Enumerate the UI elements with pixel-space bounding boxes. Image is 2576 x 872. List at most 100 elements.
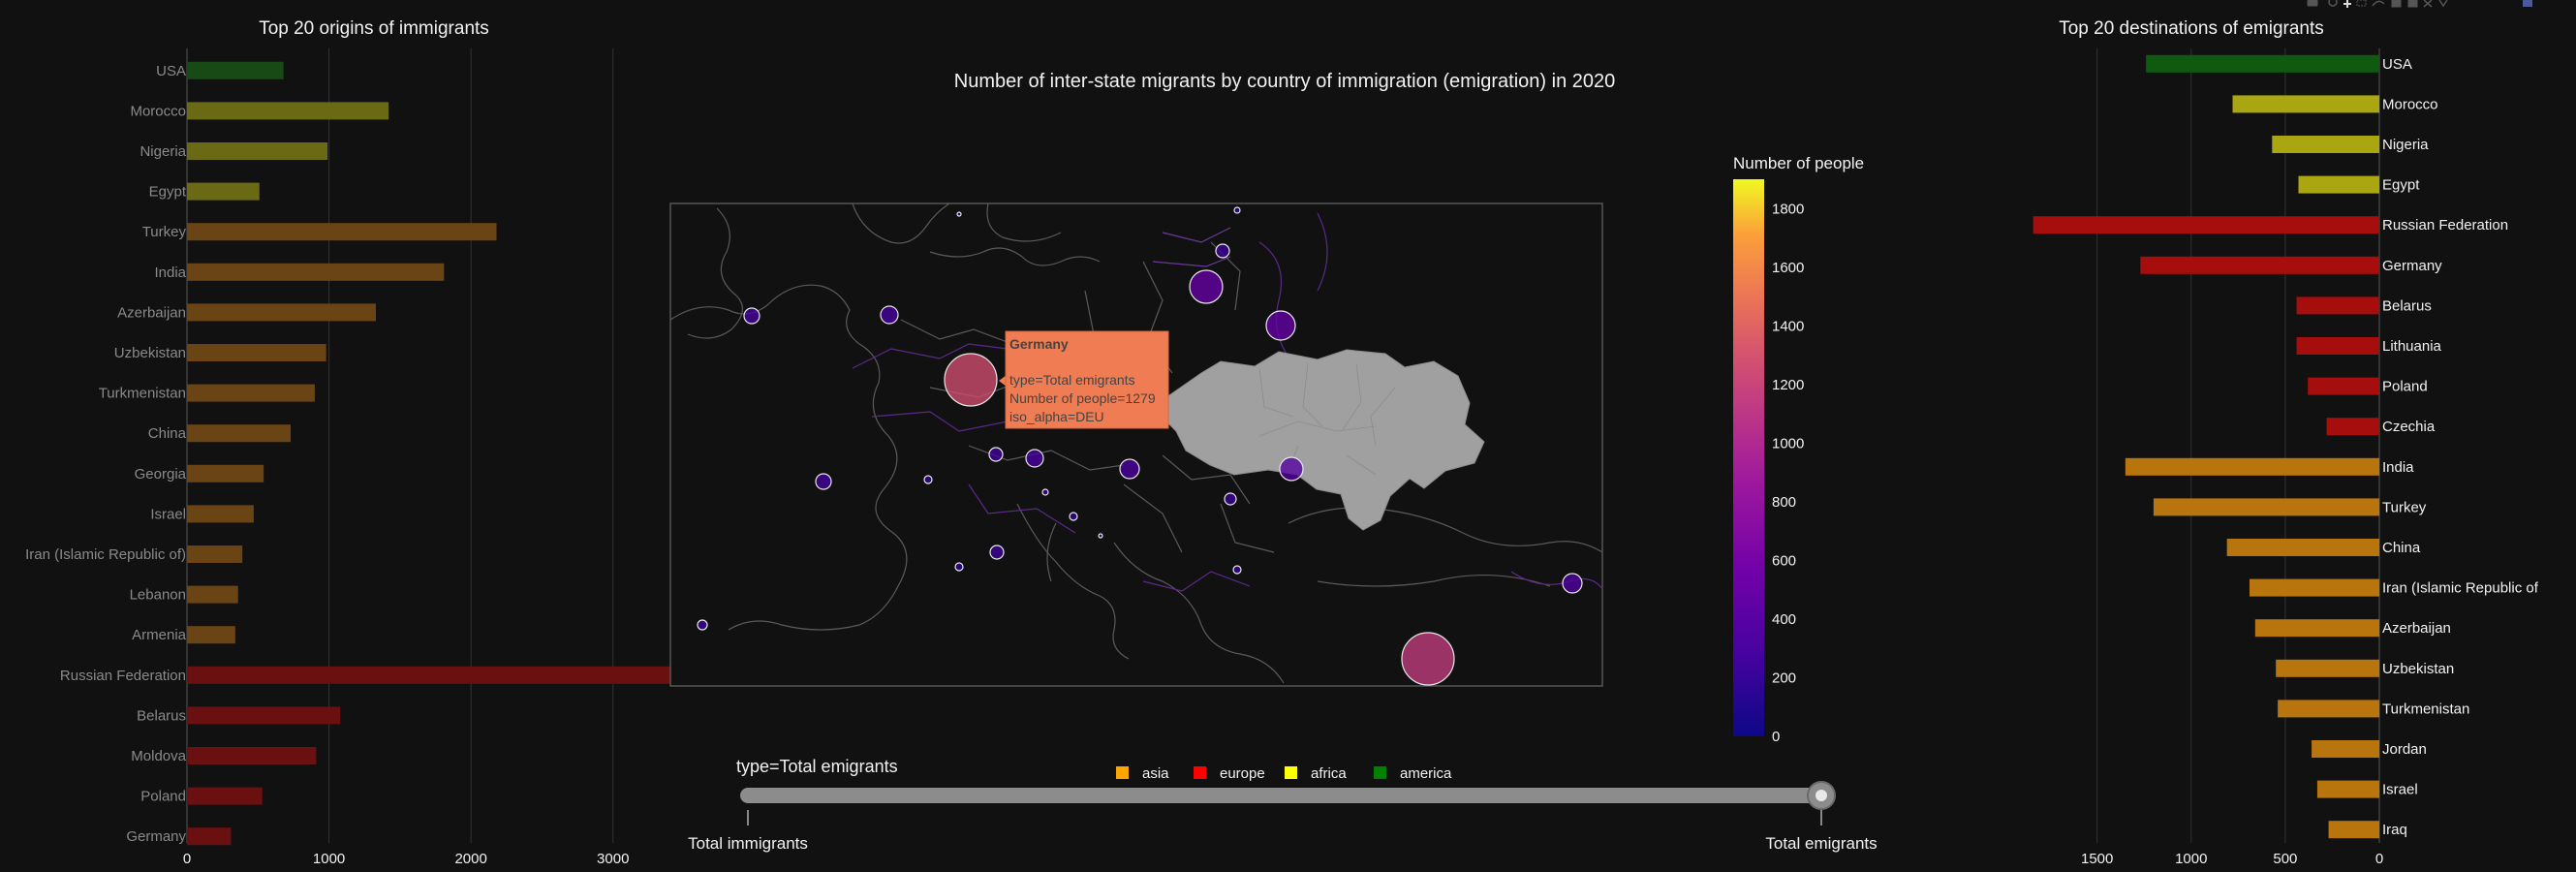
map-bubble[interactable] — [1215, 243, 1230, 259]
legend-label[interactable]: europe — [1220, 765, 1265, 782]
camera-icon[interactable] — [2307, 0, 2318, 7]
left-category-label: Iran (Islamic Republic of) — [25, 546, 186, 563]
lasso-icon[interactable] — [2372, 0, 2385, 7]
left-bar[interactable] — [187, 464, 264, 483]
reset-axes-icon[interactable] — [2438, 0, 2448, 8]
box-select-icon[interactable] — [2356, 0, 2367, 7]
right-bar[interactable] — [2153, 498, 2379, 516]
map-bubble[interactable] — [1562, 573, 1583, 594]
left-category-label: Moldova — [131, 748, 186, 764]
zoom-out-icon[interactable] — [2407, 0, 2418, 8]
left-bar[interactable] — [187, 263, 445, 281]
right-category-label: Iraq — [2382, 822, 2407, 838]
right-bar[interactable] — [2308, 377, 2379, 395]
left-bar[interactable] — [187, 102, 389, 120]
map-bubble[interactable] — [954, 562, 964, 572]
autoscale-icon[interactable] — [2423, 0, 2433, 8]
legend-label[interactable]: africa — [1311, 765, 1347, 782]
map-bubble[interactable] — [1265, 310, 1296, 341]
map-bubble[interactable] — [1069, 512, 1078, 521]
right-bar[interactable] — [2278, 700, 2379, 718]
zoom-icon[interactable] — [2328, 0, 2338, 7]
right-bar[interactable] — [2232, 95, 2379, 113]
left-bar[interactable] — [187, 303, 376, 322]
colorbar-tick-label: 1800 — [1772, 201, 1804, 217]
right-bar[interactable] — [2316, 780, 2379, 798]
map-bubble[interactable] — [1224, 492, 1237, 506]
left-chart-title: Top 20 origins of immigrants — [259, 18, 489, 39]
map-bubble[interactable] — [1279, 456, 1304, 482]
left-bar[interactable] — [187, 424, 292, 443]
left-bar[interactable] — [187, 585, 238, 604]
right-bar[interactable] — [2254, 619, 2379, 638]
slider-rail[interactable] — [740, 788, 1825, 803]
right-bar[interactable] — [2298, 175, 2379, 194]
map-bubble[interactable] — [880, 305, 899, 325]
slider-step-immigrants[interactable]: Total immigrants — [688, 834, 808, 853]
left-bar[interactable] — [187, 787, 263, 805]
map-bubble[interactable] — [1098, 533, 1103, 539]
right-category-label: Germany — [2382, 258, 2442, 274]
left-bar[interactable] — [187, 384, 315, 402]
legend-swatch[interactable] — [1194, 766, 1206, 779]
zoom-in-icon[interactable] — [2391, 0, 2402, 8]
map-bubble[interactable] — [1189, 269, 1224, 304]
map-bubble[interactable] — [989, 545, 1005, 560]
map-bubble[interactable] — [923, 475, 933, 484]
right-bar[interactable] — [2312, 740, 2379, 758]
left-bar[interactable] — [187, 706, 341, 725]
ukraine-shape — [1161, 349, 1485, 531]
right-bar[interactable] — [2276, 659, 2379, 677]
left-bar[interactable] — [187, 61, 284, 79]
italy-coast — [1016, 503, 1130, 660]
left-bar[interactable] — [187, 626, 235, 644]
map-bubble[interactable] — [988, 447, 1004, 462]
right-bar[interactable] — [2296, 337, 2379, 355]
map[interactable]: Germany type=Total emigrants Number of p… — [669, 202, 1608, 687]
map-bubble[interactable] — [956, 211, 962, 217]
legend-swatch[interactable] — [1285, 766, 1297, 779]
map-bubble[interactable] — [1233, 206, 1241, 214]
slider-step-emigrants[interactable]: Total emigrants — [1765, 834, 1877, 853]
map-bubble[interactable] — [1119, 458, 1140, 480]
plotly-logo-icon[interactable] — [2523, 0, 2532, 7]
legend-swatch[interactable] — [1374, 766, 1386, 779]
legend-label[interactable]: asia — [1142, 765, 1169, 782]
map-bubble[interactable] — [815, 473, 832, 490]
map-bubble[interactable] — [1041, 488, 1049, 496]
right-bar[interactable] — [2125, 457, 2379, 476]
right-bar[interactable] — [2033, 216, 2379, 234]
map-bubble[interactable] — [1232, 565, 1242, 575]
right-bar[interactable] — [2328, 821, 2379, 839]
legend-swatch[interactable] — [1116, 766, 1129, 779]
left-bar[interactable] — [187, 666, 710, 684]
right-category-label: Israel — [2382, 782, 2418, 798]
pan-icon[interactable] — [2343, 0, 2351, 8]
right-category-label: Lithuania — [2382, 338, 2442, 355]
right-bar[interactable] — [2249, 578, 2379, 597]
right-tick-label: 1500 — [2081, 851, 2113, 867]
left-bar[interactable] — [187, 344, 326, 361]
left-bar[interactable] — [187, 545, 243, 563]
left-bar[interactable] — [187, 747, 317, 764]
left-bar[interactable] — [187, 142, 328, 160]
right-bar[interactable] — [2146, 54, 2379, 73]
map-bubble[interactable] — [743, 307, 760, 325]
map-bubble[interactable] — [1025, 449, 1044, 468]
left-bar[interactable] — [187, 827, 232, 846]
map-bubble[interactable] — [697, 619, 708, 631]
right-tick-labels: 1500 1000 500 0 — [2081, 851, 2383, 867]
left-bar[interactable] — [187, 223, 497, 241]
slider[interactable]: type=Total emigrants Total immigrants To… — [688, 757, 1878, 853]
legend-label[interactable]: america — [1400, 765, 1452, 782]
left-bar[interactable] — [187, 182, 260, 201]
right-bar[interactable] — [2272, 136, 2379, 153]
right-bar[interactable] — [2326, 418, 2379, 436]
right-bar[interactable] — [2296, 296, 2379, 315]
map-bubble[interactable] — [944, 353, 998, 407]
right-bar[interactable] — [2226, 539, 2379, 556]
map-bubble[interactable] — [1401, 632, 1455, 686]
right-category-labels: USA Morocco Nigeria Egypt Russian Federation… — [2382, 56, 2539, 838]
right-bar[interactable] — [2140, 256, 2379, 274]
left-bar[interactable] — [187, 505, 254, 523]
